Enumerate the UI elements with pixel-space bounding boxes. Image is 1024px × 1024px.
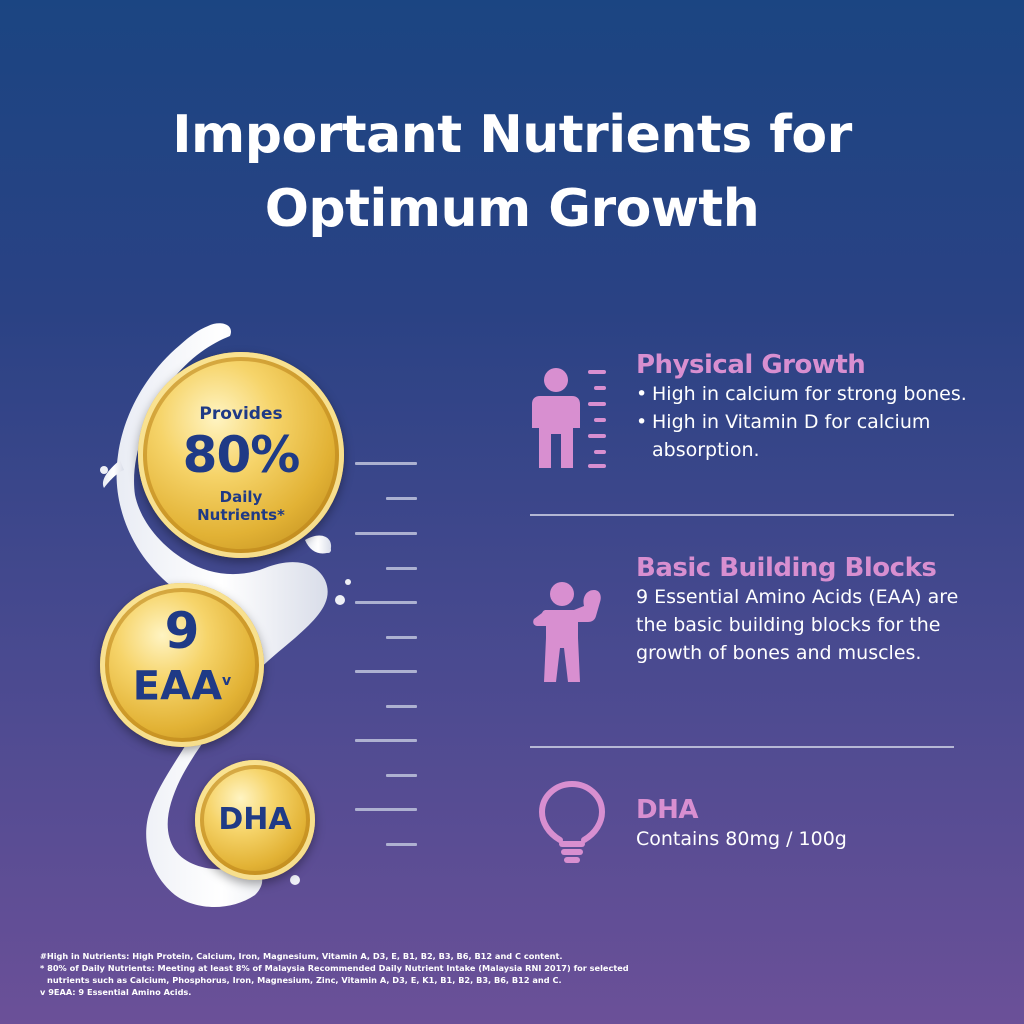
ruler-tick bbox=[355, 532, 417, 535]
feature-dha-title: DHA bbox=[636, 795, 698, 825]
medallion-provides-text: Provides bbox=[199, 404, 283, 424]
footnote-daily-cont: nutrients such as Calcium, Phosphorus, I… bbox=[47, 975, 562, 985]
feature-dha: DHA Contains 80mg / 100g bbox=[636, 795, 996, 853]
section-divider bbox=[530, 746, 954, 748]
dha-medallion-label: DHA bbox=[218, 802, 292, 837]
ruler-tick bbox=[386, 497, 417, 500]
lightbulb-icon bbox=[538, 780, 606, 863]
feature-building-title: Basic Building Blocks bbox=[636, 553, 937, 583]
footnote-eaa: v 9EAA: 9 Essential Amino Acids. bbox=[40, 987, 192, 997]
medallion-percent-value: 80% bbox=[182, 426, 301, 484]
medallion-daily-text: Daily bbox=[219, 488, 263, 506]
list-item: High in calcium for strong bones. bbox=[636, 380, 996, 408]
ruler-tick bbox=[355, 462, 417, 465]
ruler-tick bbox=[386, 705, 417, 708]
feature-physical-growth: Physical Growth High in calcium for stro… bbox=[636, 350, 996, 464]
person-height-icon bbox=[532, 368, 606, 468]
ruler-tick bbox=[355, 808, 417, 811]
ruler-tick bbox=[386, 567, 417, 570]
eaa-label: EAAv bbox=[132, 663, 232, 710]
person-flexing-icon bbox=[533, 582, 601, 682]
feature-physical-title: Physical Growth bbox=[636, 350, 866, 380]
feature-building-blocks: Basic Building Blocks 9 Essential Amino … bbox=[636, 553, 996, 667]
eaa-mark: v bbox=[222, 673, 232, 689]
feature-physical-bullets: High in calcium for strong bones. High i… bbox=[636, 380, 996, 464]
footnote-daily: * 80% of Daily Nutrients: Meeting at lea… bbox=[40, 963, 629, 973]
ruler-tick bbox=[386, 636, 417, 639]
feature-dha-body: Contains 80mg / 100g bbox=[636, 828, 847, 850]
medallion-nutrients-text: Nutrients* bbox=[197, 506, 285, 524]
page-title: Important Nutrients for Optimum Growth bbox=[0, 98, 1024, 246]
ruler-tick bbox=[386, 843, 417, 846]
daily-nutrients-medallion: Provides 80% Daily Nutrients* bbox=[138, 352, 344, 558]
footnote-nutrients: #High in Nutrients: High Protein, Calciu… bbox=[40, 951, 563, 961]
feature-building-body: 9 Essential Amino Acids (EAA) are the ba… bbox=[636, 586, 959, 664]
page-title-line1: Important Nutrients for bbox=[172, 105, 852, 165]
section-divider bbox=[530, 514, 954, 516]
list-item: High in Vitamin D for calcium absorption… bbox=[636, 408, 996, 464]
ruler-tick bbox=[386, 774, 417, 777]
dha-medallion: DHA bbox=[195, 760, 315, 880]
ruler-tick bbox=[355, 601, 417, 604]
footnotes: #High in Nutrients: High Protein, Calciu… bbox=[40, 950, 800, 998]
page-title-line2: Optimum Growth bbox=[264, 179, 760, 239]
eaa-medallion: 9 EAAv bbox=[100, 583, 264, 747]
ruler-tick bbox=[355, 670, 417, 673]
ruler-tick bbox=[355, 739, 417, 742]
eaa-count: 9 bbox=[164, 602, 200, 660]
